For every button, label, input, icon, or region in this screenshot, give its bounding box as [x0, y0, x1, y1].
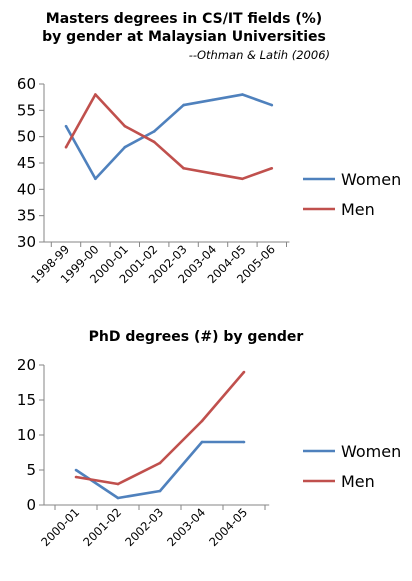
chart1-point-women: [182, 103, 185, 107]
chart1-ytick-label: 55: [17, 101, 36, 119]
chart2-point-women: [200, 440, 204, 444]
chart2-point-men: [200, 419, 204, 423]
chart1-series-women: [64, 93, 273, 181]
chart2-xtick-label: 2003-04: [164, 505, 208, 549]
chart1-point-men: [182, 166, 185, 170]
chart2-ytick-label: 15: [17, 391, 36, 409]
chart2-xtick-label: 2002-03: [122, 505, 166, 549]
chart2-ytick-label: 10: [17, 426, 36, 444]
chart1-ytick-label: 45: [17, 154, 36, 172]
chart2-point-women: [242, 440, 246, 444]
chart1-point-men: [241, 177, 244, 181]
chart2-point-women: [158, 489, 162, 493]
chart1-point-women: [270, 103, 274, 107]
chart2-ytick-label: 20: [17, 356, 36, 374]
chart1-ytick-label: 30: [17, 233, 36, 251]
chart1-point-women: [152, 130, 156, 133]
chart1-point-women: [211, 98, 215, 102]
chart2-ytick-label: 0: [26, 496, 36, 514]
chart1-subtitle: by gender at Malaysian Universities: [42, 29, 326, 45]
chart2-point-men: [158, 461, 162, 465]
chart1-point-women: [64, 124, 68, 128]
chart2-point-men: [116, 482, 120, 486]
chart2-point-women: [74, 468, 78, 472]
chart2-point-men: [242, 370, 246, 374]
chart1-ytick-label: 40: [17, 180, 36, 198]
chart2-ytick-label: 5: [26, 461, 36, 479]
chart1-ytick-label: 50: [17, 128, 36, 146]
chart2-xtick-label: 2000-01: [38, 505, 82, 549]
chart1-legend-label-women: Women: [341, 170, 401, 189]
chart2-series-men: [75, 371, 245, 486]
chart1-source: --Othman & Latih (2006): [188, 48, 330, 62]
chart2-title: PhD degrees (#) by gender: [88, 329, 304, 345]
chart1-point-men: [64, 145, 68, 149]
chart2-point-men: [74, 475, 78, 479]
chart2-legend-label-women: Women: [341, 442, 401, 461]
chart1-point-men: [152, 140, 156, 144]
chart1-legend-label-men: Men: [341, 200, 375, 219]
chart1-point-women: [123, 145, 127, 149]
chart1-ytick-label: 35: [17, 207, 36, 225]
chart1-ytick-label: 60: [17, 75, 36, 93]
chart2-legend-label-men: Men: [341, 472, 375, 491]
chart1-point-women: [241, 93, 244, 96]
chart2-xtick-label: 2004-05: [206, 505, 250, 549]
chart1-point-men: [123, 124, 127, 128]
chart1-point-men: [270, 166, 274, 170]
chart1-point-women: [94, 177, 97, 181]
chart1-point-men: [211, 172, 215, 175]
chart2-xtick-label: 2001-02: [80, 505, 124, 549]
chart1-series-men: [64, 93, 273, 181]
chart2-point-women: [116, 496, 120, 500]
chart1-point-men: [94, 93, 97, 96]
chart1-title: Masters degrees in CS/IT fields (%): [45, 11, 323, 27]
chart2-series-women: [75, 440, 244, 500]
